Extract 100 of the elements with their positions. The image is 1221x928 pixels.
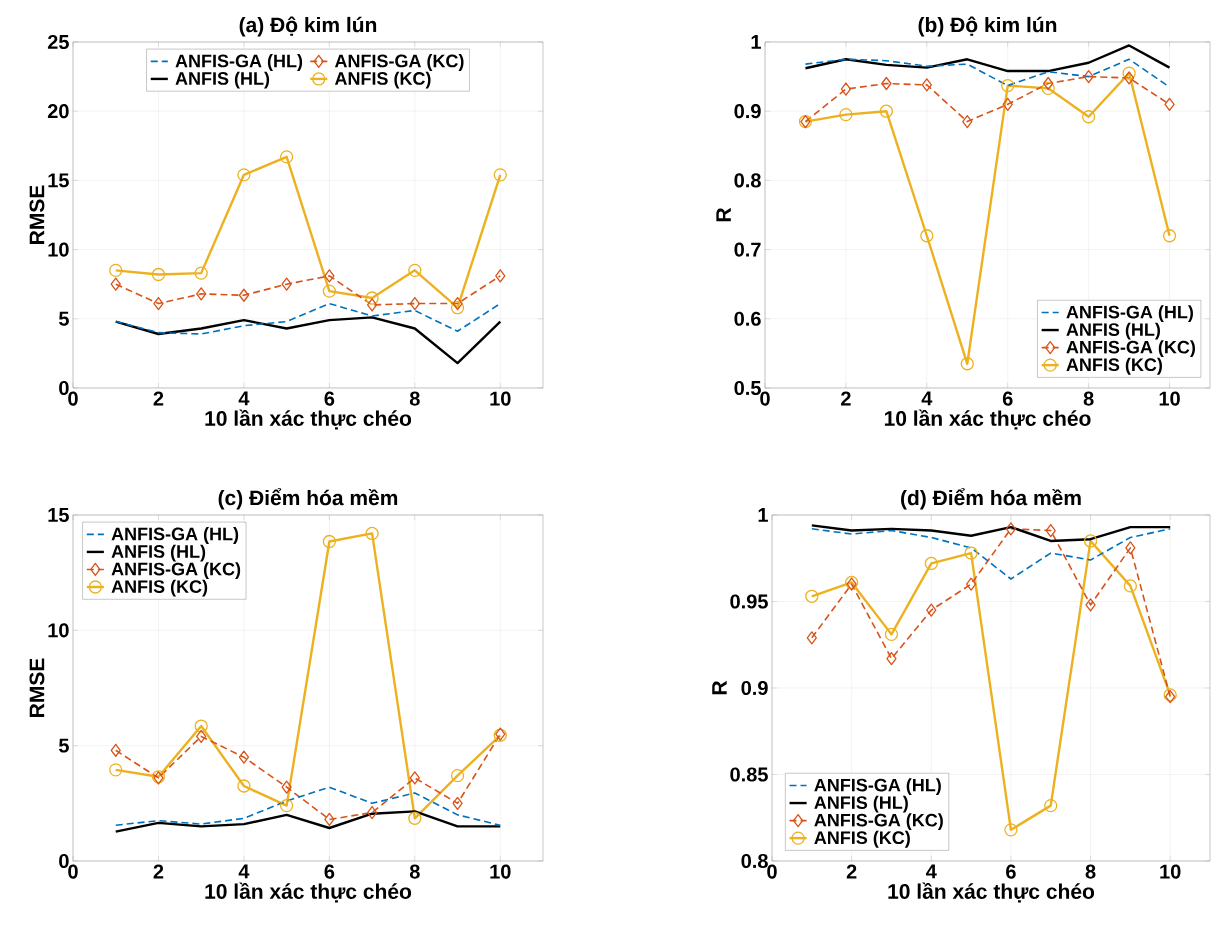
point [1045,523,1056,538]
y-tick-label: 0.9 [734,104,761,119]
point [110,277,121,291]
x-tick-label: 2 [153,391,164,406]
legend-label: ANFIS-GA (HL) [814,778,941,796]
y-tick-label: 0.8 [741,853,768,869]
point [1123,579,1138,593]
point [1083,69,1094,84]
point [151,267,166,282]
y-tick-label: 0.6 [734,311,761,326]
y-tick-label: 0.95 [730,594,768,609]
point [153,296,164,311]
line-series [810,524,1172,543]
point [839,108,853,122]
x-tick-label: 6 [1002,391,1013,406]
y-tick-label: 5 [58,311,69,326]
point [1085,598,1096,612]
x-tick-label: 8 [1083,391,1094,406]
point [881,76,892,91]
x-tick-label: 6 [324,864,335,879]
point [196,287,207,301]
point [1004,823,1018,837]
y-tick-label: 0.85 [730,767,768,782]
y-axis-title: R [712,680,727,695]
y-tick-label: 10 [48,623,69,638]
legend-label: ANFIS-GA (HL) [111,527,239,544]
point [806,631,817,645]
chart-title: (a) Độ kim lún [239,16,377,37]
point [279,798,294,813]
x-tick-label: 10 [490,391,511,406]
x-axis-title: 10 lần xác thực chéo [884,409,1091,430]
legend-label: ANFIS (KC) [814,830,910,848]
point [1001,78,1015,93]
point [920,229,934,243]
point [452,296,463,311]
point [879,104,894,118]
line-series [114,786,502,827]
y-tick-label: 25 [47,34,69,50]
point [1005,522,1017,536]
point [1043,76,1054,91]
point [960,357,974,371]
point [1125,541,1136,555]
point [194,266,208,280]
point [324,269,335,283]
point [926,603,937,617]
y-tick-label: 0.5 [734,380,761,396]
y-tick-label: 1 [751,35,761,49]
x-axis-title: 10 lần xác thực chéo [888,882,1095,903]
legend-label: ANFIS (KC) [111,579,208,597]
line-series [804,44,1171,73]
point [495,269,506,283]
x-tick-label: 4 [238,391,250,406]
point [962,114,973,129]
point [366,298,378,312]
point [281,780,292,794]
point [805,589,819,603]
line-series [811,528,1171,580]
point [109,763,123,777]
point [886,651,897,666]
point [408,263,422,277]
x-tick-label: 10 [1160,864,1181,879]
legend-label: ANFIS-GA (KC) [334,54,464,71]
point [366,805,378,820]
point [1002,97,1013,111]
legend-label: ANFIS (HL) [814,795,908,813]
y-axis-title: R [716,207,731,222]
y-tick-label: 15 [48,508,69,522]
point [1164,97,1175,111]
legend-label: ANFIS (HL) [175,71,270,89]
chart-title: (c) Điểm hóa mềm [218,488,398,510]
point [322,284,337,298]
x-tick-label: 10 [490,864,511,879]
point [884,627,899,642]
chart-title: (d) Điểm hóa mềm [901,488,1081,510]
x-tick-label: 4 [926,864,937,879]
x-tick-label: 8 [1085,864,1096,879]
x-tick-label: 6 [324,391,335,406]
point [238,288,250,302]
point [194,719,208,733]
x-tick-label: 8 [409,864,420,879]
point [1083,534,1098,548]
point [450,768,465,783]
point [1162,229,1177,243]
point [365,526,379,541]
point [1122,66,1136,80]
chart-title: (b) Độ kim lún [918,16,1057,37]
point [365,291,379,305]
point [281,277,292,291]
y-tick-label: 20 [47,104,69,119]
point [840,82,852,96]
legend-label: ANFIS-GA (HL) [1066,305,1193,323]
point [924,556,938,571]
point [921,78,932,92]
point [1044,798,1058,813]
line-series [114,810,502,833]
y-axis-title: RMSE [29,658,45,717]
y-tick-label: 0.9 [741,680,768,696]
point [279,150,294,164]
y-tick-label: 5 [58,738,69,753]
y-tick-label: 0.8 [734,173,761,188]
